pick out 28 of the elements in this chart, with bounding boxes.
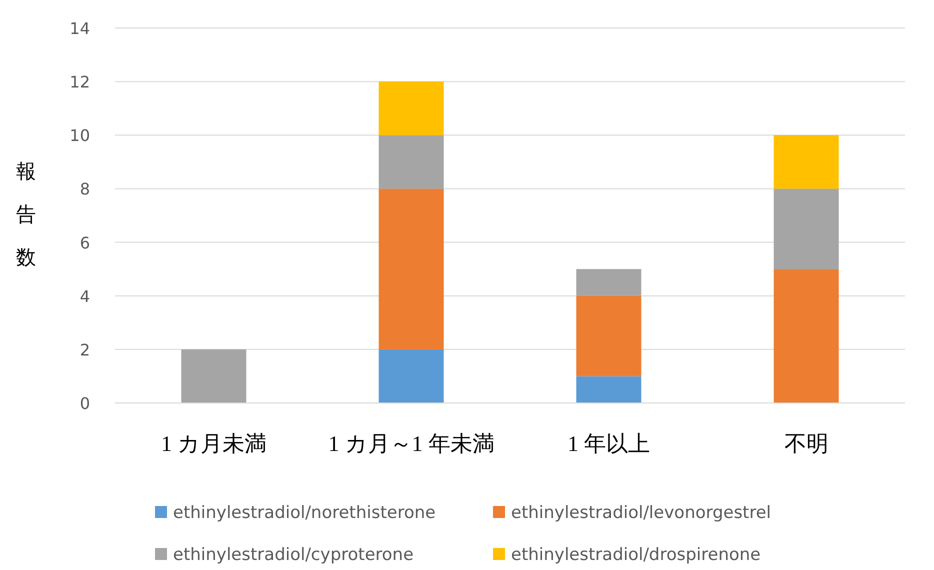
bar bbox=[378, 349, 444, 403]
y-tick-label: 10 bbox=[70, 126, 90, 146]
y-tick-label: 6 bbox=[80, 233, 90, 252]
bar bbox=[378, 188, 444, 350]
bar bbox=[774, 188, 839, 270]
y-tick-label: 4 bbox=[80, 286, 90, 306]
y-tick-label: 14 bbox=[70, 19, 90, 38]
bar bbox=[378, 82, 444, 136]
bar bbox=[576, 296, 642, 376]
bar bbox=[774, 135, 839, 189]
bar bbox=[378, 135, 444, 189]
legend-label: ethinylestradiol/norethisterone bbox=[173, 503, 436, 523]
bar bbox=[576, 376, 642, 403]
y-tick-label: 8 bbox=[80, 180, 90, 199]
ylabel: 報告数 bbox=[16, 159, 36, 269]
x-tick-label: 1 年以上 bbox=[568, 431, 650, 456]
bar bbox=[181, 349, 246, 403]
bar bbox=[774, 269, 839, 403]
bar bbox=[576, 269, 642, 296]
x-tick-label: 不明 bbox=[784, 431, 828, 456]
legend-label: ethinylestradiol/levonorgestrel bbox=[511, 503, 772, 523]
y-tick-label: 12 bbox=[70, 72, 90, 92]
y-tick-label: 0 bbox=[80, 394, 90, 413]
x-tick-label: 1 カ月未満 bbox=[161, 431, 266, 456]
y-tick-label: 2 bbox=[80, 340, 90, 360]
x-tick-label: 1 カ月～1 年未満 bbox=[328, 431, 494, 456]
legend-label: ethinylestradiol/drospirenone bbox=[511, 545, 761, 565]
legend-label: ethinylestradiol/cyproterone bbox=[173, 545, 414, 565]
